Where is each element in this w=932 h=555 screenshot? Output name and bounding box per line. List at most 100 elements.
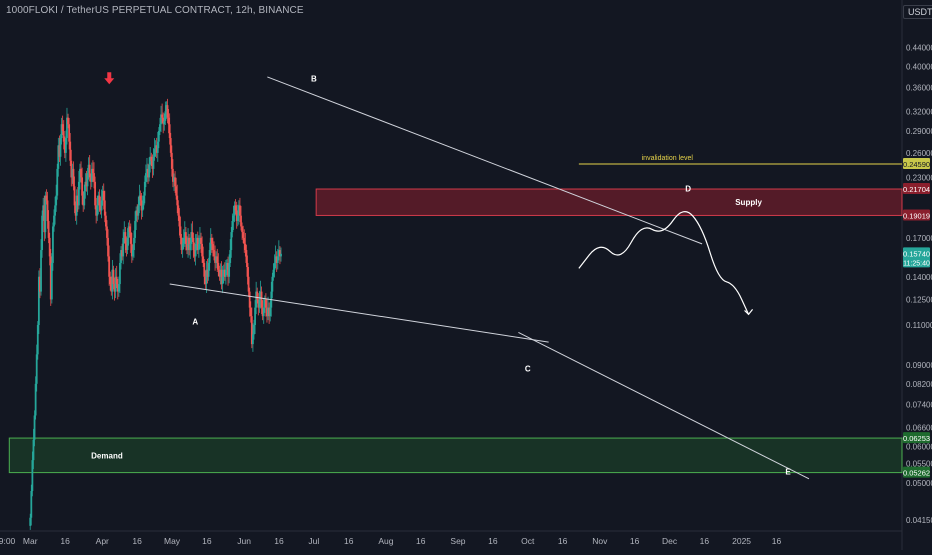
candle-body <box>239 205 241 216</box>
candle-body <box>244 243 247 251</box>
candle-body <box>132 250 134 257</box>
candle-body <box>92 168 94 174</box>
candle-body <box>159 124 161 132</box>
candle-body <box>271 276 274 292</box>
chart-title: 1000FLOKI / TetherUS PERPETUAL CONTRACT,… <box>6 5 304 16</box>
candle-body <box>108 256 111 277</box>
candle-body <box>128 226 131 233</box>
price-tick-label: 0.11000 <box>906 321 932 330</box>
candle-body <box>34 383 37 416</box>
time-tick-label: 16 <box>630 536 640 546</box>
candle-body <box>143 181 146 196</box>
candle-body <box>229 250 232 263</box>
candle-body <box>97 195 100 206</box>
invalidation-label: invalidation level <box>642 155 694 162</box>
candle-body <box>237 205 240 216</box>
candle-body <box>209 237 212 251</box>
candle-body <box>104 215 107 227</box>
candle-body <box>79 168 81 182</box>
price-badge <box>903 209 930 221</box>
candle-body <box>96 205 99 216</box>
demand-zone-label: Demand <box>91 451 123 460</box>
candle-body <box>268 307 271 317</box>
time-tick-label: 19:00 <box>0 536 16 546</box>
candle-body <box>39 276 41 292</box>
candle-body <box>60 124 63 139</box>
candle-body <box>157 131 160 142</box>
candle-body <box>88 164 91 178</box>
candle-body <box>234 205 237 211</box>
candle-body <box>246 262 249 277</box>
price-badge <box>903 432 930 444</box>
time-tick-label: Aug <box>378 536 393 546</box>
candle-body <box>81 177 84 196</box>
candle-body <box>221 276 224 285</box>
price-badge-label: 0.21704 <box>903 185 930 194</box>
candle-body <box>107 237 109 257</box>
candle-body <box>253 325 255 335</box>
candle-body <box>103 200 106 216</box>
candle-body <box>240 215 242 227</box>
candle-body <box>168 124 171 139</box>
candle-body <box>129 232 132 244</box>
candle-body <box>137 205 140 216</box>
candle-body <box>71 168 74 178</box>
candle-body <box>261 307 264 317</box>
candle-body <box>175 186 178 196</box>
candle-body <box>109 276 112 285</box>
candle-body <box>63 141 66 153</box>
candle-body <box>106 226 108 238</box>
candle-body <box>43 205 46 233</box>
candle-body <box>181 243 184 251</box>
candle-body <box>69 141 72 161</box>
trendline <box>267 76 703 245</box>
time-tick-label: Apr <box>96 536 109 546</box>
candle-body <box>100 200 103 211</box>
candle-body <box>70 160 73 178</box>
candle-body <box>46 200 49 221</box>
candle-body <box>130 243 133 257</box>
candle-body <box>139 195 142 201</box>
candle-body <box>200 237 202 244</box>
candle-body <box>85 181 88 187</box>
price-badge-label: 0.06253 <box>903 434 930 443</box>
candle-body <box>56 168 59 196</box>
candle-body <box>232 215 235 221</box>
candle-body <box>228 262 231 277</box>
candle-body <box>227 262 229 277</box>
price-scale-panel[interactable] <box>902 0 932 550</box>
candle-body <box>252 334 254 345</box>
candle-body <box>101 190 104 201</box>
candle-body <box>29 517 32 526</box>
candle-body <box>153 149 156 157</box>
candle-body <box>182 237 185 244</box>
wave-label-d: D <box>685 185 691 194</box>
candle-body <box>58 145 61 157</box>
time-tick-label: Sep <box>450 536 465 546</box>
candle-body <box>226 262 228 270</box>
candle-body <box>99 205 102 211</box>
candle-body <box>110 284 113 292</box>
candle-body <box>264 299 267 308</box>
candle-body <box>258 299 261 308</box>
candle-body <box>169 138 172 153</box>
candle-body <box>47 220 50 238</box>
candle-body <box>173 177 175 182</box>
candle-body <box>241 226 243 233</box>
candle-body <box>222 269 225 277</box>
candle-body <box>84 181 87 191</box>
currency-button[interactable]: USDT <box>903 5 932 19</box>
time-tick-label: Oct <box>521 536 535 546</box>
candle-body <box>119 262 121 285</box>
candle-body <box>127 226 130 238</box>
candle-body <box>35 354 38 384</box>
candle-body <box>273 262 276 270</box>
